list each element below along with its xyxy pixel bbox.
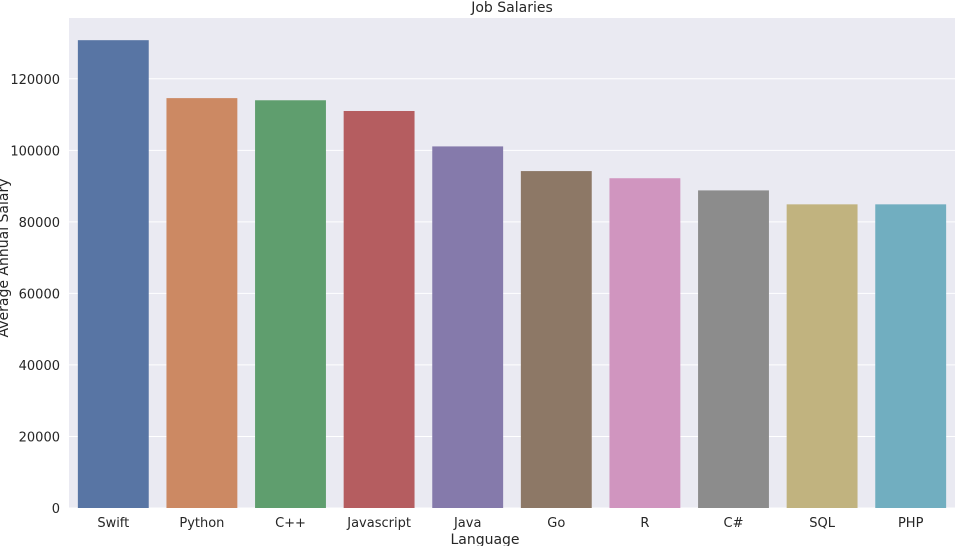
x-tick-label: Java (453, 516, 481, 531)
y-tick-label: 0 (52, 502, 60, 517)
y-tick-label: 100000 (10, 144, 60, 159)
y-tick-label: 120000 (10, 73, 60, 88)
x-tick-label: SQL (809, 516, 835, 531)
bar-php (875, 204, 947, 508)
x-tick-label: Swift (97, 516, 129, 531)
x-tick-label: Javascript (346, 516, 411, 531)
bar-r (609, 178, 681, 508)
x-tick-label: Python (179, 516, 224, 531)
bar-c (255, 100, 326, 509)
bar-javascript (343, 110, 415, 508)
bar-go (520, 171, 592, 508)
x-tick-label: C++ (275, 516, 306, 531)
x-tick-label: C# (724, 516, 744, 531)
x-tick-labels: Swift Python C++ Javascript Java Go R C# SQL PHP (97, 516, 923, 531)
x-tick-label: R (640, 516, 649, 531)
bar-python (166, 98, 238, 508)
y-tick-label: 60000 (19, 287, 60, 302)
y-tick-label: 20000 (19, 430, 60, 445)
y-tick-label: 40000 (19, 359, 60, 374)
bars (77, 40, 947, 509)
bar-sql (786, 204, 858, 508)
x-tick-label: PHP (898, 516, 924, 531)
bar-c (698, 190, 769, 508)
bar-swift (77, 40, 149, 509)
x-tick-label: Go (547, 516, 565, 531)
bar-java (432, 146, 504, 508)
x-axis-label: Language (450, 532, 519, 546)
y-tick-labels: 0 20000 40000 60000 80000 100000 120000 (10, 73, 60, 517)
y-axis-label: Average Annual Salary (0, 178, 12, 337)
chart-title: Job Salaries (470, 0, 553, 16)
y-tick-label: 80000 (19, 216, 60, 231)
